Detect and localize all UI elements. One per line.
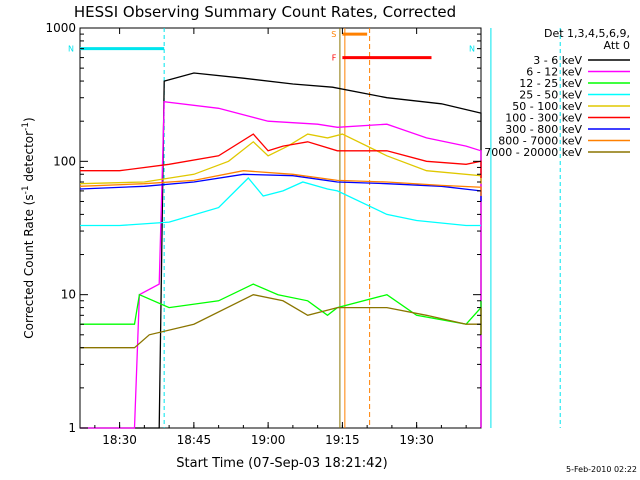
x-tick-label: 18:30 <box>102 433 137 447</box>
series-line <box>80 72 482 429</box>
series-line <box>79 133 482 185</box>
y-axis-label-end: ) <box>22 117 36 122</box>
x-axis-label: Start Time (07-Sep-03 18:21:42) <box>176 456 387 471</box>
data-layer <box>79 28 561 429</box>
footer-date: 5-Feb-2010 02:22 <box>566 465 637 474</box>
flag-layer: N N S F <box>68 30 475 63</box>
y-tick-label: 1000 <box>45 21 76 35</box>
series-line <box>80 100 482 429</box>
x-tick-label: 18:45 <box>177 433 212 447</box>
plot-frame <box>79 27 482 429</box>
series-line <box>79 173 482 202</box>
legend-label: 800 - 7000 keV <box>498 135 582 148</box>
series-line <box>80 133 482 178</box>
legend-label: 3 - 6 keV <box>533 54 582 67</box>
flag-label: N <box>469 45 475 54</box>
y-axis-label: Corrected Count Rate (s-1 detector-1) <box>21 117 36 338</box>
y-axis-label-main: Corrected Count Rate (s <box>22 194 36 338</box>
y-axis-label-sup2: -1 <box>21 122 31 131</box>
legend-label: 300 - 800 keV <box>505 123 582 136</box>
flag-label: N <box>68 45 74 54</box>
y-axis-label-sup1: -1 <box>21 185 31 194</box>
x-tick-label: 19:15 <box>325 433 360 447</box>
chart-title: HESSI Observing Summary Count Rates, Cor… <box>74 3 456 21</box>
series-line <box>80 294 482 349</box>
legend-label: 50 - 100 keV <box>512 100 582 113</box>
series-line <box>80 283 482 335</box>
legend-header: Att 0 <box>604 39 630 52</box>
legend-header: Det 1,3,4,5,6,9, <box>544 27 630 40</box>
flag-label: F <box>332 54 337 63</box>
flag-label: S <box>331 30 336 39</box>
x-tick-label: 19:30 <box>399 433 434 447</box>
y-tick-label: 100 <box>53 154 76 168</box>
legend-label: 6 - 12 keV <box>526 66 582 79</box>
legend-label: 12 - 25 keV <box>519 77 582 90</box>
y-tick-label: 1 <box>68 421 76 435</box>
y-axis-label-mid: detector <box>22 131 36 186</box>
legend-label: 7000 - 20000 keV <box>484 146 582 159</box>
y-tick-label: 10 <box>61 288 76 302</box>
series-line <box>79 170 482 196</box>
legend-label: 100 - 300 keV <box>505 112 582 125</box>
x-tick-label: 19:00 <box>251 433 286 447</box>
tick-layer: 18:30 18:45 19:00 19:15 19:30 1 10 100 1000 <box>45 21 481 447</box>
series-line <box>80 177 481 227</box>
legend-label: 25 - 50 keV <box>519 89 582 102</box>
